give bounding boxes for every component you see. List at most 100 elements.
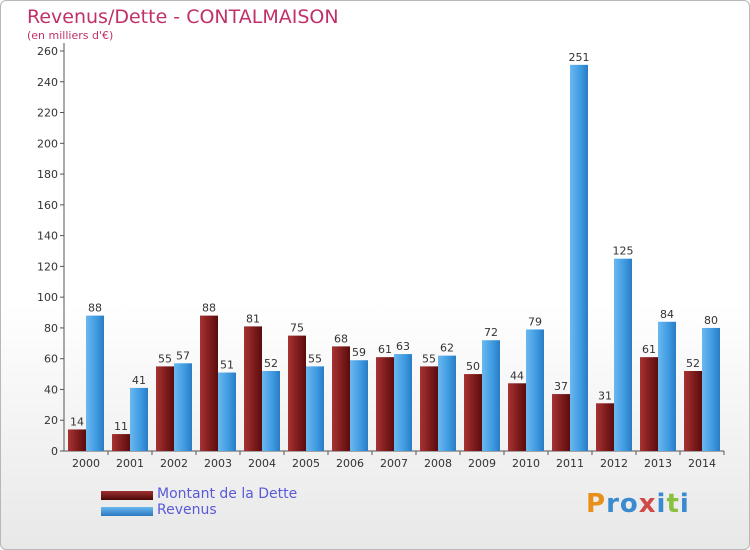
logo-letter: t — [666, 489, 680, 519]
data-label: 57 — [176, 349, 190, 362]
logo-letter: r — [606, 489, 620, 519]
x-tick-label: 2011 — [556, 457, 584, 470]
data-label: 52 — [264, 357, 278, 370]
y-tick-label: 200 — [37, 137, 58, 150]
y-tick-label: 100 — [37, 291, 58, 304]
data-label: 79 — [528, 315, 542, 328]
data-label: 44 — [510, 369, 524, 382]
bar-revenue — [350, 360, 368, 451]
y-tick-label: 140 — [37, 230, 58, 243]
bar-revenue — [438, 355, 456, 451]
bar-revenue — [218, 372, 236, 451]
bar-debt — [244, 326, 262, 451]
bar-debt — [420, 366, 438, 451]
chart-title: Revenus/Dette - CONTALMAISON — [27, 6, 339, 28]
x-tick-label: 2013 — [644, 457, 672, 470]
bar-revenue — [482, 340, 500, 451]
bar-revenue — [526, 329, 544, 451]
bar-revenue — [262, 371, 280, 451]
y-tick-label: 240 — [37, 76, 58, 89]
data-label: 52 — [686, 357, 700, 370]
data-label: 80 — [704, 314, 718, 327]
bar-debt — [288, 335, 306, 451]
x-tick-label: 2007 — [380, 457, 408, 470]
logo-letter: i — [679, 489, 690, 519]
data-label: 84 — [660, 308, 674, 321]
x-tick-label: 2012 — [600, 457, 628, 470]
data-label: 88 — [88, 302, 102, 315]
y-tick-label: 120 — [37, 260, 58, 273]
y-tick-label: 0 — [51, 445, 58, 458]
y-tick-label: 20 — [44, 414, 58, 427]
bar-debt — [112, 434, 130, 451]
x-tick-label: 2008 — [424, 457, 452, 470]
bar-debt — [332, 346, 350, 451]
y-tick-label: 40 — [44, 383, 58, 396]
y-tick-label: 60 — [44, 353, 58, 366]
data-label: 72 — [484, 326, 498, 339]
data-label: 14 — [70, 415, 84, 428]
data-label: 51 — [220, 359, 234, 372]
bar-revenue — [658, 321, 676, 451]
data-label: 11 — [114, 420, 128, 433]
x-tick-label: 2004 — [248, 457, 276, 470]
data-label: 55 — [158, 352, 172, 365]
bar-revenue — [570, 64, 588, 451]
bar-debt — [376, 357, 394, 451]
data-label: 37 — [554, 380, 568, 393]
data-label: 88 — [202, 302, 216, 315]
bar-revenue — [86, 315, 104, 451]
bar-debt — [684, 371, 702, 451]
y-tick-label: 80 — [44, 322, 58, 335]
bar-debt — [640, 357, 658, 451]
bar-revenue — [702, 327, 720, 451]
data-label: 81 — [246, 312, 260, 325]
x-tick-label: 2006 — [336, 457, 364, 470]
data-label: 41 — [132, 374, 146, 387]
data-label: 68 — [334, 332, 348, 345]
bar-debt — [156, 366, 174, 451]
x-tick-label: 2014 — [688, 457, 716, 470]
y-tick-label: 220 — [37, 107, 58, 120]
logo-letter: P — [586, 489, 607, 519]
data-label: 31 — [598, 389, 612, 402]
x-tick-label: 2003 — [204, 457, 232, 470]
x-tick-label: 2010 — [512, 457, 540, 470]
data-label: 63 — [396, 340, 410, 353]
proxiti-logo: Proxiti — [586, 489, 690, 519]
data-label: 251 — [569, 51, 590, 64]
logo-letter: x — [638, 489, 657, 519]
bar-revenue — [614, 258, 632, 451]
data-label: 50 — [466, 360, 480, 373]
bar-revenue — [130, 387, 148, 451]
legend-label-revenue: Revenus — [157, 502, 217, 518]
x-tick-label: 2000 — [72, 457, 100, 470]
legend-swatch-revenue — [101, 507, 153, 516]
data-label: 59 — [352, 346, 366, 359]
bar-debt — [508, 383, 526, 451]
data-label: 55 — [422, 352, 436, 365]
data-label: 75 — [290, 322, 304, 335]
bar-debt — [200, 315, 218, 451]
bar-revenue — [174, 363, 192, 451]
y-tick-label: 160 — [37, 199, 58, 212]
x-tick-label: 2001 — [116, 457, 144, 470]
data-label: 62 — [440, 342, 454, 355]
data-label: 61 — [378, 343, 392, 356]
bar-debt — [596, 403, 614, 451]
bar-debt — [552, 394, 570, 451]
bar-revenue — [394, 354, 412, 451]
chart-subtitle: (en milliers d'€) — [27, 29, 114, 42]
bar-revenue — [306, 366, 324, 451]
bar-debt — [464, 374, 482, 451]
data-label: 125 — [613, 245, 634, 258]
data-label: 61 — [642, 343, 656, 356]
x-tick-label: 2005 — [292, 457, 320, 470]
bar-debt — [68, 429, 86, 451]
x-tick-label: 2002 — [160, 457, 188, 470]
logo-letter: o — [619, 489, 639, 519]
legend-swatch-debt — [101, 491, 153, 500]
x-tick-label: 2009 — [468, 457, 496, 470]
